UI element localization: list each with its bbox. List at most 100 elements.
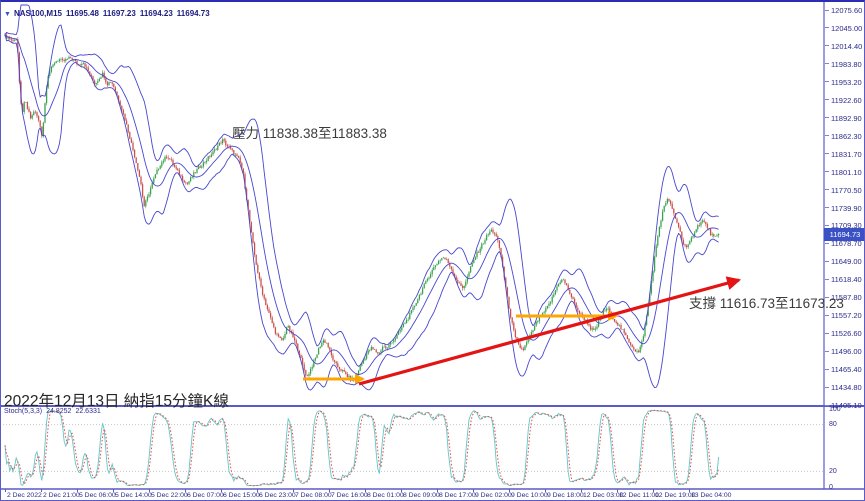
price-axis-label: 11526.60 — [831, 329, 862, 339]
ohlc-high: 11697.23 — [102, 9, 136, 18]
price-axis-label: 11739.90 — [831, 203, 862, 213]
price-axis-label: 11953.20 — [831, 77, 862, 87]
time-tick — [509, 489, 510, 492]
time-tick — [329, 489, 330, 492]
stoch-scale-label: 20 — [829, 467, 837, 475]
symbol-dropdown-icon[interactable]: ▼ — [4, 11, 11, 18]
time-axis-label: 13 Dec 04:00 — [691, 492, 732, 499]
price-tick — [825, 404, 829, 406]
time-axis-label: 2 Dec 2022 — [7, 492, 42, 499]
price-axis-label: 11496.00 — [831, 347, 862, 357]
price-axis-label: 11709.30 — [831, 221, 862, 231]
price-axis-label: 11831.70 — [831, 149, 862, 159]
stoch-name: Stoch(5,3,3) — [4, 408, 43, 415]
price-tick — [825, 350, 829, 352]
time-tick — [581, 489, 582, 492]
price-axis-label: 12075.60 — [831, 6, 863, 15]
ohlc-close: 11694.73 — [176, 9, 210, 18]
price-tick — [825, 207, 829, 208]
time-axis-label: 5 Dec 22:00 — [151, 492, 188, 499]
time-tick — [437, 489, 438, 492]
price-axis-label: 11649.00 — [831, 257, 862, 267]
price-tick — [825, 314, 829, 316]
candle-bodies-up — [4, 34, 720, 381]
time-tick — [113, 489, 114, 492]
stochastic-label: Stoch(5,3,3) 24.8252 22.6331 — [4, 408, 105, 415]
time-axis-label: 5 Dec 06:00 — [79, 492, 116, 499]
time-axis-label: 12 Dec 03:00 — [583, 492, 624, 499]
price-tick — [825, 278, 829, 280]
candle-wicks-down — [6, 32, 715, 383]
price-tick — [825, 386, 829, 388]
ohlc-open: 11695.48 — [65, 9, 99, 18]
time-axis-label: 6 Dec 23:00 — [259, 492, 296, 499]
price-axis-label: 11983.80 — [831, 59, 862, 69]
price-axis-label: 11862.30 — [831, 131, 862, 141]
time-axis-label: 8 Dec 01:00 — [367, 492, 404, 499]
time-tick — [221, 489, 222, 492]
current-price-badge: 11694.73 — [824, 228, 864, 241]
price-axis-label: 12045.00 — [831, 23, 863, 33]
trend-line[interactable] — [358, 276, 742, 386]
support-annotation: 支撐 11616.73至11673.23 — [689, 296, 844, 311]
price-tick — [825, 117, 829, 119]
time-tick — [473, 489, 474, 492]
time-axis-label: 6 Dec 07:00 — [187, 492, 224, 499]
price-tick — [825, 224, 829, 226]
time-tick — [185, 489, 186, 492]
resistance-annotation: 壓力 11838.38至11883.38 — [232, 126, 387, 141]
time-tick — [41, 489, 42, 492]
bollinger-lower-band[interactable] — [4, 34, 719, 391]
price-tick — [825, 99, 829, 101]
price-tick — [825, 9, 829, 11]
ohlc-low: 11694.23 — [139, 9, 173, 18]
price-tick — [825, 368, 829, 370]
price-axis-label: 11678.70 — [831, 239, 862, 249]
price-axis-label: 12014.40 — [831, 41, 863, 51]
time-tick — [617, 489, 618, 492]
price-axis-label: 11892.90 — [831, 113, 862, 123]
price-tick — [825, 296, 829, 298]
time-tick — [257, 489, 258, 492]
stoch-scale-label: 0 — [829, 483, 833, 491]
stoch-scale-label: 80 — [829, 421, 837, 429]
stoch-d-value: 22.6331 — [75, 408, 101, 415]
time-axis-label: 12 Dec 11:00 — [619, 492, 659, 499]
time-axis-label: 8 Dec 09:00 — [403, 492, 440, 499]
time-axis-label: 9 Dec 10:00 — [511, 492, 548, 499]
time-tick — [149, 489, 150, 492]
symbol-name: NAS100,M15 — [13, 9, 62, 18]
time-tick — [5, 489, 6, 492]
time-tick — [545, 489, 546, 492]
price-axis-label: 11557.20 — [831, 311, 862, 321]
bollinger-upper-band[interactable] — [4, 4, 719, 367]
price-tick — [825, 63, 829, 65]
price-axis-label: 11801.10 — [831, 167, 862, 177]
price-tick — [825, 260, 829, 262]
time-axis-label: 5 Dec 14:00 — [115, 492, 152, 499]
price-tick — [825, 27, 829, 29]
date-note-annotation: 2022年12月13日 納指15分鐘K線 — [4, 393, 229, 410]
time-axis-label: 8 Dec 17:00 — [439, 492, 476, 499]
bollinger-middle-band[interactable] — [4, 34, 719, 375]
time-tick — [653, 489, 654, 492]
time-tick — [689, 489, 690, 492]
price-axis-label: 11770.50 — [831, 185, 862, 195]
stoch-k-value: 24.8252 — [46, 408, 72, 415]
time-axis-label: 2 Dec 21:00 — [43, 492, 80, 499]
price-tick — [825, 332, 829, 334]
price-tick — [825, 135, 829, 137]
time-axis-label: 7 Dec 16:00 — [331, 492, 368, 499]
time-tick — [365, 489, 366, 492]
price-tick — [825, 189, 829, 191]
price-tick — [825, 45, 829, 47]
stochastic-k-line — [4, 409, 720, 487]
price-axis-label: 11434.80 — [831, 383, 862, 393]
price-tick — [825, 81, 829, 83]
time-tick — [77, 489, 78, 492]
price-axis-label: 11465.40 — [831, 365, 862, 375]
price-axis-label: 11618.40 — [831, 275, 862, 285]
candle-bodies-down — [5, 34, 715, 381]
